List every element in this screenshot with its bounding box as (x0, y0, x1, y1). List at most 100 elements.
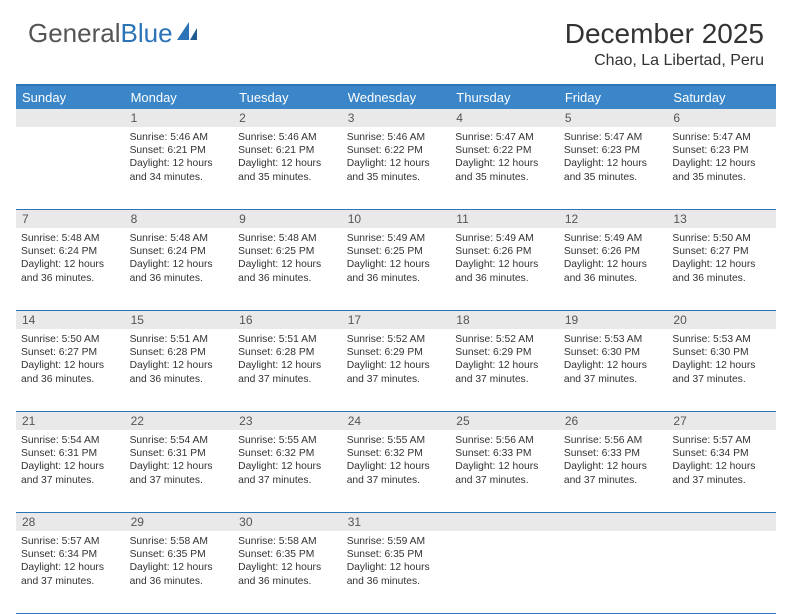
day-number: 14 (16, 311, 125, 329)
day-cell: Sunrise: 5:46 AMSunset: 6:21 PMDaylight:… (233, 127, 342, 209)
day-number: 17 (342, 311, 451, 329)
day-details: Sunrise: 5:49 AMSunset: 6:26 PMDaylight:… (455, 231, 554, 285)
day-details: Sunrise: 5:46 AMSunset: 6:21 PMDaylight:… (238, 130, 337, 184)
day-details: Sunrise: 5:55 AMSunset: 6:32 PMDaylight:… (238, 433, 337, 487)
day-cell: Sunrise: 5:56 AMSunset: 6:33 PMDaylight:… (559, 430, 668, 512)
day-number: 15 (125, 311, 234, 329)
day-cell: Sunrise: 5:48 AMSunset: 6:25 PMDaylight:… (233, 228, 342, 310)
day-details: Sunrise: 5:51 AMSunset: 6:28 PMDaylight:… (130, 332, 229, 386)
day-cell: Sunrise: 5:53 AMSunset: 6:30 PMDaylight:… (667, 329, 776, 411)
day-number: 28 (16, 513, 125, 531)
day-cell: Sunrise: 5:48 AMSunset: 6:24 PMDaylight:… (125, 228, 234, 310)
day-cell: Sunrise: 5:47 AMSunset: 6:23 PMDaylight:… (559, 127, 668, 209)
day-details: Sunrise: 5:58 AMSunset: 6:35 PMDaylight:… (130, 534, 229, 588)
day-number: 26 (559, 412, 668, 430)
day-cell: Sunrise: 5:58 AMSunset: 6:35 PMDaylight:… (125, 531, 234, 613)
day-cell (667, 531, 776, 613)
day-details: Sunrise: 5:49 AMSunset: 6:26 PMDaylight:… (564, 231, 663, 285)
day-cell: Sunrise: 5:52 AMSunset: 6:29 PMDaylight:… (342, 329, 451, 411)
day-cell: Sunrise: 5:47 AMSunset: 6:22 PMDaylight:… (450, 127, 559, 209)
day-cell: Sunrise: 5:46 AMSunset: 6:21 PMDaylight:… (125, 127, 234, 209)
day-details: Sunrise: 5:52 AMSunset: 6:29 PMDaylight:… (455, 332, 554, 386)
day-cell: Sunrise: 5:54 AMSunset: 6:31 PMDaylight:… (16, 430, 125, 512)
day-number: 7 (16, 210, 125, 228)
day-number: 13 (667, 210, 776, 228)
day-cell (559, 531, 668, 613)
day-details: Sunrise: 5:59 AMSunset: 6:35 PMDaylight:… (347, 534, 446, 588)
day-number: 6 (667, 109, 776, 127)
day-number: 24 (342, 412, 451, 430)
day-details: Sunrise: 5:52 AMSunset: 6:29 PMDaylight:… (347, 332, 446, 386)
weekday-header: Sunday (16, 86, 125, 109)
day-number: 20 (667, 311, 776, 329)
weekday-header-row: SundayMondayTuesdayWednesdayThursdayFrid… (16, 86, 776, 109)
day-number: 2 (233, 109, 342, 127)
day-cell: Sunrise: 5:59 AMSunset: 6:35 PMDaylight:… (342, 531, 451, 613)
day-details: Sunrise: 5:50 AMSunset: 6:27 PMDaylight:… (21, 332, 120, 386)
weekday-header: Tuesday (233, 86, 342, 109)
daynum-row: 28293031 (16, 513, 776, 531)
day-details: Sunrise: 5:46 AMSunset: 6:21 PMDaylight:… (130, 130, 229, 184)
day-number: 27 (667, 412, 776, 430)
day-cell: Sunrise: 5:49 AMSunset: 6:26 PMDaylight:… (450, 228, 559, 310)
day-details: Sunrise: 5:49 AMSunset: 6:25 PMDaylight:… (347, 231, 446, 285)
day-details: Sunrise: 5:56 AMSunset: 6:33 PMDaylight:… (455, 433, 554, 487)
day-cell: Sunrise: 5:55 AMSunset: 6:32 PMDaylight:… (342, 430, 451, 512)
day-number: 25 (450, 412, 559, 430)
day-details: Sunrise: 5:47 AMSunset: 6:22 PMDaylight:… (455, 130, 554, 184)
day-details: Sunrise: 5:51 AMSunset: 6:28 PMDaylight:… (238, 332, 337, 386)
day-cell: Sunrise: 5:56 AMSunset: 6:33 PMDaylight:… (450, 430, 559, 512)
weekday-header: Friday (559, 86, 668, 109)
day-cell: Sunrise: 5:50 AMSunset: 6:27 PMDaylight:… (16, 329, 125, 411)
day-details: Sunrise: 5:46 AMSunset: 6:22 PMDaylight:… (347, 130, 446, 184)
day-cell: Sunrise: 5:58 AMSunset: 6:35 PMDaylight:… (233, 531, 342, 613)
day-number: 18 (450, 311, 559, 329)
day-cell: Sunrise: 5:50 AMSunset: 6:27 PMDaylight:… (667, 228, 776, 310)
location-text: Chao, La Libertad, Peru (565, 52, 764, 70)
day-details: Sunrise: 5:53 AMSunset: 6:30 PMDaylight:… (672, 332, 771, 386)
day-number: 16 (233, 311, 342, 329)
day-number (559, 513, 668, 531)
weekday-header: Monday (125, 86, 234, 109)
day-cell: Sunrise: 5:57 AMSunset: 6:34 PMDaylight:… (16, 531, 125, 613)
day-cell: Sunrise: 5:52 AMSunset: 6:29 PMDaylight:… (450, 329, 559, 411)
logo-text-gray: General (28, 18, 121, 49)
day-number: 5 (559, 109, 668, 127)
day-number: 9 (233, 210, 342, 228)
week-row: Sunrise: 5:50 AMSunset: 6:27 PMDaylight:… (16, 329, 776, 412)
day-cell: Sunrise: 5:57 AMSunset: 6:34 PMDaylight:… (667, 430, 776, 512)
day-number: 4 (450, 109, 559, 127)
title-block: December 2025 Chao, La Libertad, Peru (565, 18, 764, 70)
day-details: Sunrise: 5:55 AMSunset: 6:32 PMDaylight:… (347, 433, 446, 487)
logo: GeneralBlue (28, 18, 201, 49)
day-details: Sunrise: 5:48 AMSunset: 6:24 PMDaylight:… (130, 231, 229, 285)
day-details: Sunrise: 5:54 AMSunset: 6:31 PMDaylight:… (21, 433, 120, 487)
day-number: 3 (342, 109, 451, 127)
day-cell: Sunrise: 5:55 AMSunset: 6:32 PMDaylight:… (233, 430, 342, 512)
daynum-row: 21222324252627 (16, 412, 776, 430)
day-cell: Sunrise: 5:48 AMSunset: 6:24 PMDaylight:… (16, 228, 125, 310)
calendar: SundayMondayTuesdayWednesdayThursdayFrid… (16, 84, 776, 614)
day-cell: Sunrise: 5:49 AMSunset: 6:26 PMDaylight:… (559, 228, 668, 310)
day-number: 8 (125, 210, 234, 228)
day-cell: Sunrise: 5:53 AMSunset: 6:30 PMDaylight:… (559, 329, 668, 411)
day-number (450, 513, 559, 531)
weekday-header: Saturday (667, 86, 776, 109)
daynum-row: 14151617181920 (16, 311, 776, 329)
week-row: Sunrise: 5:46 AMSunset: 6:21 PMDaylight:… (16, 127, 776, 210)
day-number: 21 (16, 412, 125, 430)
day-number: 1 (125, 109, 234, 127)
day-number: 10 (342, 210, 451, 228)
day-number: 23 (233, 412, 342, 430)
day-number: 22 (125, 412, 234, 430)
day-number (667, 513, 776, 531)
day-cell: Sunrise: 5:51 AMSunset: 6:28 PMDaylight:… (125, 329, 234, 411)
day-number: 19 (559, 311, 668, 329)
day-cell: Sunrise: 5:47 AMSunset: 6:23 PMDaylight:… (667, 127, 776, 209)
header: GeneralBlue December 2025 Chao, La Liber… (0, 0, 792, 78)
daynum-row: 123456 (16, 109, 776, 127)
day-details: Sunrise: 5:50 AMSunset: 6:27 PMDaylight:… (672, 231, 771, 285)
month-title: December 2025 (565, 18, 764, 50)
week-row: Sunrise: 5:48 AMSunset: 6:24 PMDaylight:… (16, 228, 776, 311)
weekday-header: Thursday (450, 86, 559, 109)
